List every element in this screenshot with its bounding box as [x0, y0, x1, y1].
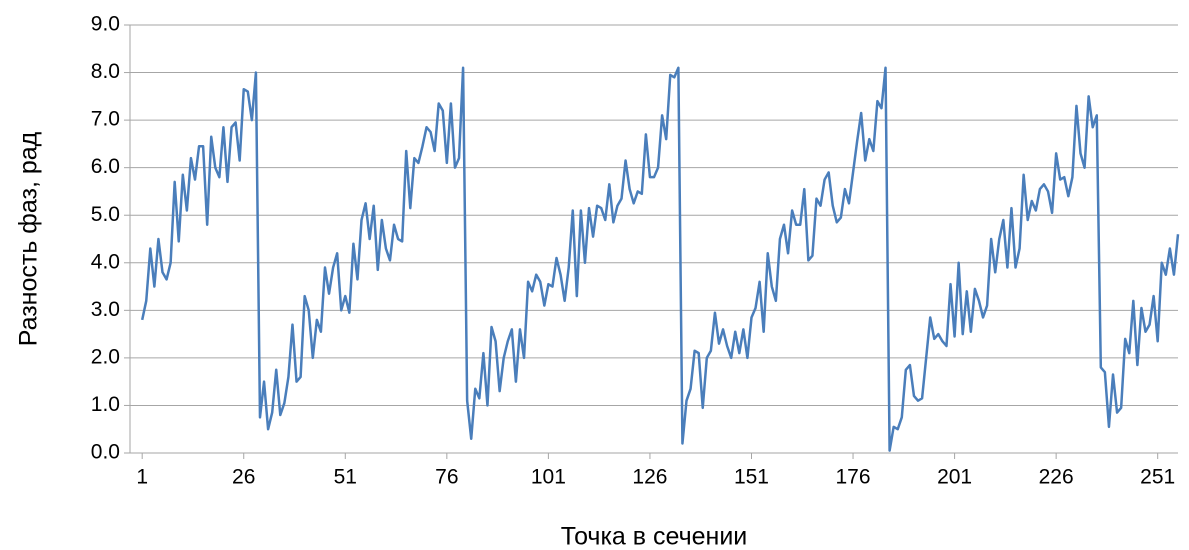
data-line	[140, 66, 1180, 452]
y-tick-label: 9.0	[91, 13, 120, 36]
x-tick-label: 101	[531, 466, 566, 489]
y-tick-label: 1.0	[91, 393, 120, 416]
x-tick-label: 226	[1039, 466, 1074, 489]
y-tick-label: 4.0	[91, 250, 120, 273]
y-tick-label: 3.0	[91, 298, 120, 321]
y-tick-label: 2.0	[91, 345, 120, 368]
y-tick-label: 6.0	[91, 155, 120, 178]
x-axis-title: Точка в сечении	[561, 523, 748, 550]
x-tick-label: 26	[232, 466, 255, 489]
x-tick-label: 126	[632, 466, 667, 489]
y-tick-label: 8.0	[91, 60, 120, 83]
x-tick-label: 201	[937, 466, 972, 489]
y-tick-label: 5.0	[91, 203, 120, 226]
y-tick-label: 7.0	[91, 108, 120, 131]
x-tick-label: 1	[136, 466, 148, 489]
x-tick-label: 251	[1140, 466, 1175, 489]
x-tick-label: 51	[334, 466, 357, 489]
x-tick-label: 76	[435, 466, 458, 489]
y-tick-label: 0.0	[91, 441, 120, 464]
y-axis-title: Разность фаз, рад	[15, 131, 43, 346]
x-tick-label: 151	[734, 466, 769, 489]
x-tick-label: 176	[836, 466, 871, 489]
